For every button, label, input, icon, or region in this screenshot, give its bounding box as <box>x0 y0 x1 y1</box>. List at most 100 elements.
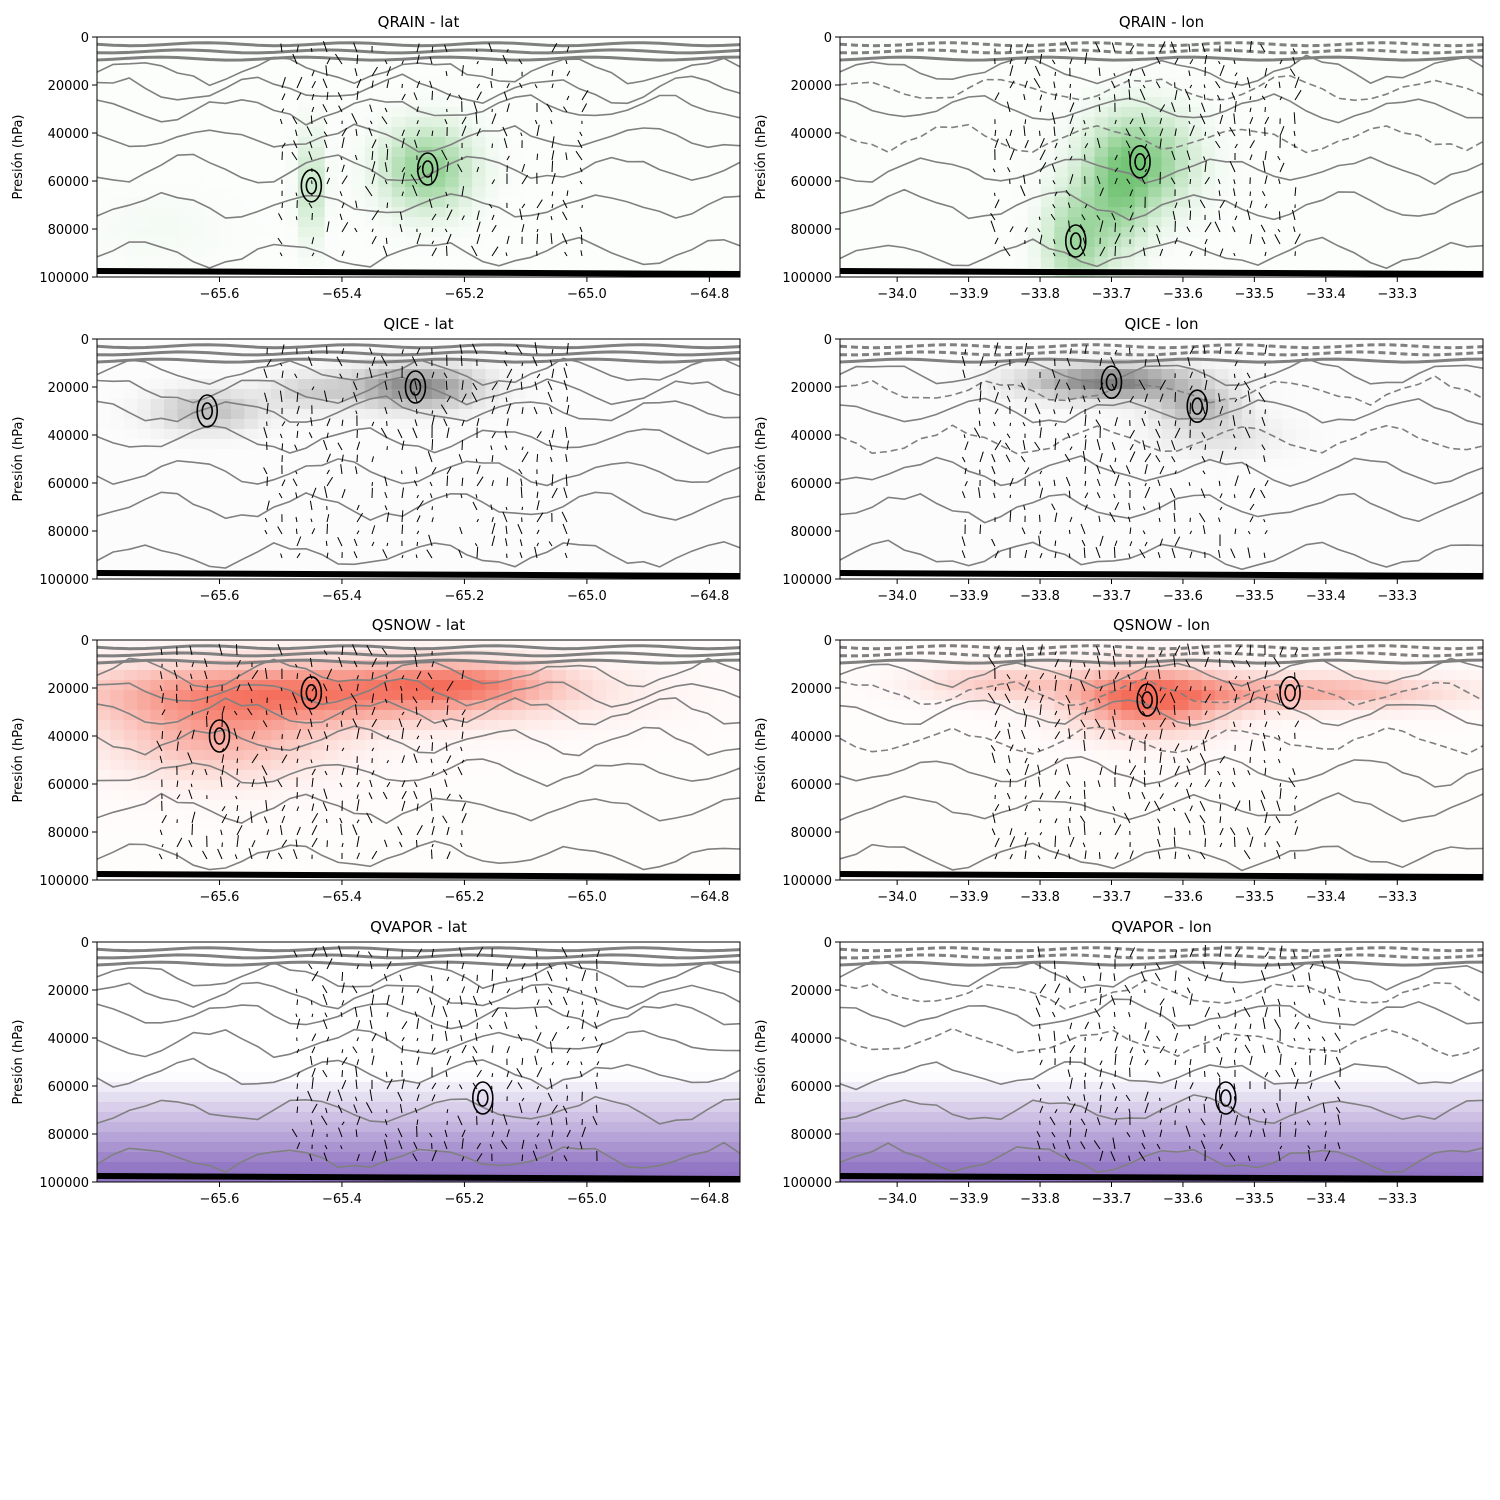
y-tick-label: 20000 <box>791 682 832 697</box>
gray-contours <box>840 946 1483 1174</box>
x-tick-label: −64.8 <box>689 1192 729 1207</box>
panel-title: QRAIN - lon <box>1119 13 1204 31</box>
terrain-line <box>840 570 1483 579</box>
panel-title: QVAPOR - lat <box>370 918 467 936</box>
y-axis-label: Presión (hPa) <box>754 115 769 200</box>
plot-area <box>97 945 740 1182</box>
x-tick-label: −33.6 <box>1163 287 1203 302</box>
y-tick-label: 100000 <box>782 874 832 889</box>
x-tick-label: −64.8 <box>689 589 729 604</box>
y-tick-label: 60000 <box>48 477 89 492</box>
y-tick-label: 80000 <box>791 525 832 540</box>
x-tick-label: −33.9 <box>949 589 989 604</box>
x-tick-label: −33.3 <box>1377 1192 1417 1207</box>
y-tick-label: 40000 <box>48 429 89 444</box>
panel-qsnow-lon: −34.0 −33.9 −33.8 −33.7 −33.6 −33.5 −33.4 −33.3… <box>754 616 1484 905</box>
y-tick-label: 60000 <box>791 778 832 793</box>
panel-qrain-lon: −34.0 −33.9 −33.8 −33.7 −33.6 −33.5 −33.4 −33.3… <box>754 13 1484 302</box>
y-tick-label: 100000 <box>39 573 89 588</box>
wind-vectors <box>987 643 1300 860</box>
axes-frame <box>839 941 1484 1183</box>
y-tick-label: 40000 <box>791 1032 832 1047</box>
y-tick-label: 20000 <box>791 381 832 396</box>
y-tick-label: 0 <box>81 31 89 46</box>
y-tick-label: 0 <box>824 936 832 951</box>
y-tick-label: 80000 <box>791 1128 832 1143</box>
x-tick-label: −33.4 <box>1306 1192 1346 1207</box>
y-tick-label: 40000 <box>791 127 832 142</box>
panel-qice-lat: −65.6 −65.4 −65.2 −65.0 −64.8 0 20000 40000 6000… <box>11 315 741 604</box>
x-tick-label: −33.5 <box>1234 1192 1274 1207</box>
x-tick-label: −65.4 <box>322 890 362 905</box>
x-tick-label: −33.7 <box>1092 1192 1132 1207</box>
x-tick-label: −65.6 <box>200 890 240 905</box>
y-tick-label: 80000 <box>791 826 832 841</box>
axes-frame <box>96 941 741 1183</box>
panel-title: QSNOW - lat <box>372 616 465 634</box>
terrain-line <box>97 268 740 277</box>
y-tick-label: 80000 <box>48 1128 89 1143</box>
y-tick-label: 100000 <box>782 573 832 588</box>
plot-area <box>97 640 740 880</box>
y-tick-label: 0 <box>824 333 832 348</box>
panel-qsnow-lat: −65.6 −65.4 −65.2 −65.0 −64.8 0 20000 40000 6000… <box>11 616 741 905</box>
plot-area <box>840 640 1483 880</box>
y-tick-label: 60000 <box>48 778 89 793</box>
x-tick-label: −33.9 <box>949 1192 989 1207</box>
y-axis-label: Presión (hPa) <box>11 718 26 803</box>
black-contours <box>196 370 427 428</box>
x-tick-label: −65.6 <box>200 589 240 604</box>
x-tick-label: −65.2 <box>445 287 485 302</box>
plot-area <box>840 37 1483 277</box>
y-axis-label: Presión (hPa) <box>11 115 26 200</box>
x-tick-label: −65.2 <box>445 589 485 604</box>
plot-area <box>97 37 740 277</box>
panel-title: QICE - lat <box>383 315 453 333</box>
x-tick-label: −33.5 <box>1234 890 1274 905</box>
x-tick-label: −65.2 <box>445 890 485 905</box>
wind-vectors <box>291 945 603 1162</box>
x-tick-label: −65.4 <box>322 1192 362 1207</box>
axes-frame <box>839 639 1484 881</box>
x-tick-label: −33.8 <box>1020 589 1060 604</box>
axes-frame <box>96 338 741 580</box>
wind-vectors <box>990 41 1302 257</box>
x-tick-label: −33.4 <box>1306 589 1346 604</box>
y-tick-label: 100000 <box>39 271 89 286</box>
y-tick-label: 40000 <box>48 730 89 745</box>
gray-contours <box>840 41 1483 270</box>
y-tick-label: 60000 <box>791 1080 832 1095</box>
x-tick-label: −33.5 <box>1234 287 1274 302</box>
shading-field <box>97 640 740 880</box>
y-tick-label: 40000 <box>48 1032 89 1047</box>
y-tick-label: 0 <box>81 634 89 649</box>
x-tick-label: −65.0 <box>567 589 607 604</box>
y-tick-label: 60000 <box>791 175 832 190</box>
y-tick-label: 40000 <box>791 730 832 745</box>
y-tick-label: 20000 <box>791 984 832 999</box>
y-axis-label: Presión (hPa) <box>11 1020 26 1105</box>
x-tick-label: −65.0 <box>567 890 607 905</box>
x-tick-label: −65.6 <box>200 287 240 302</box>
y-axis-label: Presión (hPa) <box>754 417 769 502</box>
axes-frame <box>839 36 1484 278</box>
x-tick-label: −33.3 <box>1377 287 1417 302</box>
y-tick-label: 20000 <box>48 79 89 94</box>
shading-field <box>840 339 1483 579</box>
terrain-line <box>97 570 740 579</box>
gray-contours <box>840 644 1483 872</box>
x-tick-label: −65.4 <box>322 589 362 604</box>
y-tick-label: 20000 <box>48 381 89 396</box>
gray-contours <box>97 946 740 1173</box>
x-tick-label: −64.8 <box>689 890 729 905</box>
x-tick-label: −33.7 <box>1092 589 1132 604</box>
x-tick-label: −33.7 <box>1092 890 1132 905</box>
y-tick-label: 60000 <box>48 175 89 190</box>
x-tick-label: −64.8 <box>689 287 729 302</box>
y-tick-label: 20000 <box>48 984 89 999</box>
y-tick-label: 40000 <box>791 429 832 444</box>
x-tick-label: −65.0 <box>567 287 607 302</box>
panel-qice-lon: −34.0 −33.9 −33.8 −33.7 −33.6 −33.5 −33.4 −33.3… <box>754 315 1484 604</box>
y-tick-label: 60000 <box>48 1080 89 1095</box>
